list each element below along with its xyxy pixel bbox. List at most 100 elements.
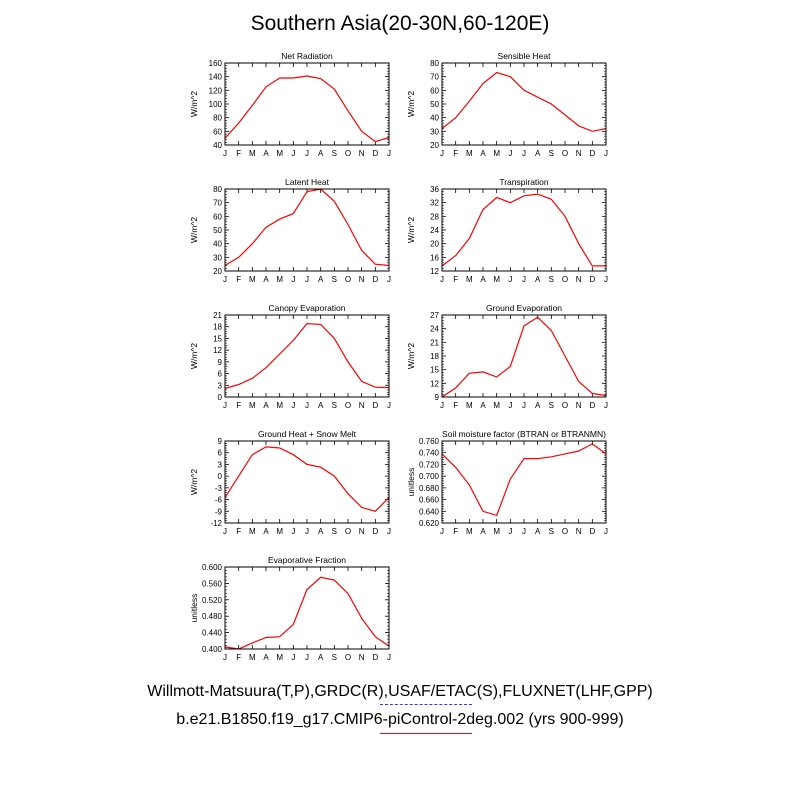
x-tick-label: M (249, 275, 256, 284)
series-line (224, 576, 390, 650)
panel-title: Sensible Heat (498, 51, 552, 61)
x-tick-label: J (387, 653, 391, 662)
x-tick-label: S (332, 275, 337, 284)
y-tick-label: 0 (218, 393, 223, 402)
y-tick-label: 160 (209, 59, 223, 68)
x-tick-label: S (549, 401, 554, 410)
y-tick-label: 28 (430, 212, 439, 221)
y-tick-label: 50 (213, 226, 222, 235)
y-tick-label: 0.480 (202, 612, 223, 621)
y-tick-label: 30 (430, 127, 439, 136)
panel-9: Evaporative Fraction unitless 0.400 0.440 0.… (189, 555, 391, 662)
x-tick-label: F (453, 401, 458, 410)
y-tick-label: 0.560 (202, 579, 223, 588)
x-tick-label: J (223, 527, 227, 536)
y-tick-label: 60 (430, 86, 439, 95)
y-tick-label: 21 (213, 311, 222, 320)
x-tick-label: J (305, 275, 309, 284)
y-axis-label: W/m^2 (406, 91, 416, 117)
series-line (224, 446, 390, 512)
x-tick-label: O (345, 275, 351, 284)
x-tick-label: S (549, 527, 554, 536)
y-tick-label: 40 (430, 114, 439, 123)
panel-title: Soil moisture factor (BTRAN or BTRANMN) (442, 429, 606, 439)
x-tick-label: F (453, 149, 458, 158)
x-tick-label: M (276, 653, 283, 662)
legend-observations-swatch (380, 704, 472, 705)
x-tick-label: N (359, 527, 365, 536)
y-tick-label: -6 (215, 496, 223, 505)
x-tick-label: J (291, 149, 295, 158)
x-tick-label: F (236, 275, 241, 284)
x-tick-label: J (387, 275, 391, 284)
x-tick-label: M (276, 275, 283, 284)
y-tick-label: 70 (430, 73, 439, 82)
x-tick-label: D (589, 275, 595, 284)
y-tick-label: 0.600 (202, 563, 223, 572)
x-tick-label: J (440, 401, 444, 410)
x-tick-label: F (236, 653, 241, 662)
x-tick-label: J (387, 149, 391, 158)
x-tick-label: A (263, 527, 269, 536)
x-tick-label: J (604, 527, 608, 536)
x-tick-label: J (305, 149, 309, 158)
y-tick-label: 0.740 (419, 449, 440, 458)
y-tick-label: 0 (218, 472, 223, 481)
x-tick-label: J (440, 275, 444, 284)
x-tick-label: J (508, 149, 512, 158)
x-tick-label: A (318, 653, 324, 662)
y-tick-label: 120 (209, 86, 223, 95)
x-tick-label: O (562, 527, 568, 536)
y-tick-label: 140 (209, 73, 223, 82)
y-tick-label: 16 (430, 253, 439, 262)
x-tick-label: A (318, 275, 324, 284)
x-tick-label: J (305, 401, 309, 410)
plot-frame (441, 188, 607, 272)
x-tick-label: J (291, 275, 295, 284)
x-tick-label: A (263, 275, 269, 284)
series-line (441, 71, 607, 132)
x-tick-label: J (305, 527, 309, 536)
x-tick-label: O (562, 149, 568, 158)
x-tick-label: J (508, 275, 512, 284)
y-tick-label: 9 (218, 437, 223, 446)
y-tick-label: 3 (218, 460, 223, 469)
x-tick-label: N (576, 401, 582, 410)
x-tick-label: O (562, 275, 568, 284)
x-tick-label: J (291, 653, 295, 662)
x-tick-label: A (480, 527, 486, 536)
y-tick-label: 21 (430, 338, 439, 347)
x-tick-label: M (466, 275, 473, 284)
x-tick-label: A (535, 527, 541, 536)
x-tick-label: J (522, 527, 526, 536)
x-tick-label: M (493, 149, 500, 158)
panel-title: Ground Evaporation (486, 303, 562, 313)
x-tick-label: A (535, 275, 541, 284)
panel-title: Net Radiation (281, 51, 333, 61)
legend-model-label: b.e21.B1850.f19_g17.CMIP6-piControl-2deg… (176, 711, 624, 728)
series-line (441, 443, 607, 517)
x-tick-label: N (576, 275, 582, 284)
series-line (441, 193, 606, 267)
y-tick-label: 60 (213, 127, 222, 136)
x-tick-label: F (453, 527, 458, 536)
x-tick-label: O (562, 401, 568, 410)
y-tick-label: 80 (213, 185, 222, 194)
y-tick-label: 36 (430, 185, 439, 194)
plot-frame (441, 440, 607, 524)
x-tick-label: F (236, 401, 241, 410)
x-tick-label: J (522, 401, 526, 410)
panel-title: Ground Heat + Snow Melt (258, 429, 357, 439)
x-tick-label: A (263, 149, 269, 158)
y-tick-label: 12 (430, 379, 439, 388)
plot-frame (224, 62, 390, 146)
x-tick-label: O (345, 527, 351, 536)
y-tick-label: 20 (430, 240, 439, 249)
x-tick-label: J (508, 401, 512, 410)
y-tick-label: 0.520 (202, 596, 223, 605)
x-tick-label: A (318, 401, 324, 410)
x-tick-label: A (535, 401, 541, 410)
x-tick-label: J (291, 401, 295, 410)
